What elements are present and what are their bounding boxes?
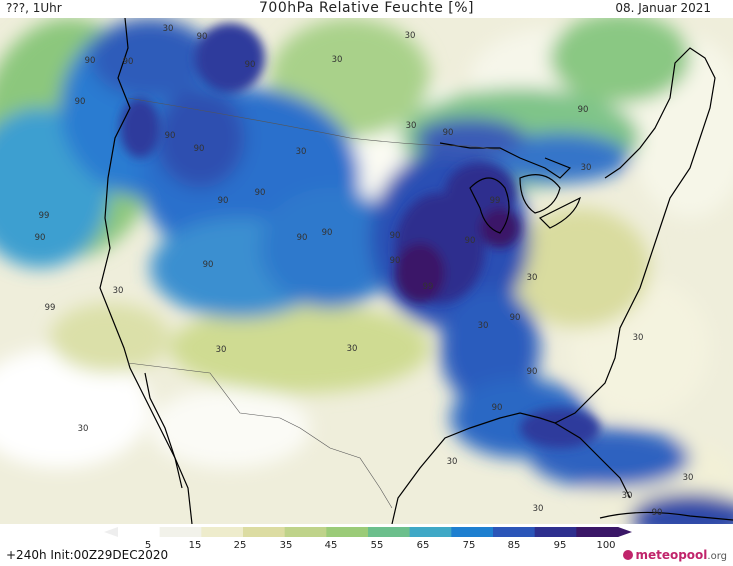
map-title: 700hPa Relative Feuchte [%] [259,0,474,16]
contour-label: 90 [165,131,176,141]
contour-label: 90 [203,260,214,270]
contour-label: 90 [390,231,401,241]
contour-label: 90 [123,57,134,67]
contour-label: 30 [296,147,307,157]
contour-label: 90 [297,233,308,243]
colorbar-swatch [576,527,619,537]
contour-label: 99 [490,196,501,206]
colorbar-swatch [534,527,577,537]
coastlines [99,18,733,524]
colorbar-swatch [118,527,161,537]
contour-label: 90 [197,32,208,42]
colorbar-tick-label: 85 [508,540,521,548]
contour-label: 30 [332,55,343,65]
colorbar-tick-label: 100 [596,540,615,548]
colorbar-low-arrow [104,527,118,537]
contour-label: 90 [194,144,205,154]
contour-label: 30 [478,321,489,331]
colorbar-tick-label: 75 [463,540,476,548]
colorbar-swatch [451,527,494,537]
colorbar: 5 15 25 35 45 55 65 75 85 95 100 [104,527,632,548]
contour-label: 90 [255,188,266,198]
colorbar-swatch [368,527,411,537]
humidity-field [0,18,733,524]
contour-label: 90 [492,403,503,413]
contour-label: 90 [245,60,256,70]
contour-label: 90 [35,233,46,243]
contour-label: 30 [533,504,544,514]
contour-label: 90 [390,256,401,266]
contour-label: 30 [447,457,458,467]
colorbar-tick-label: 5 [145,540,151,548]
contour-label: 90 [322,228,333,238]
colorbar-tick-label: 45 [325,540,338,548]
contour-label: 30 [622,491,633,501]
contour-label: 99 [39,211,50,221]
contour-label: 90 [443,128,454,138]
contour-label: 90 [465,236,476,246]
contour-label: 30 [78,424,89,434]
political-borders [127,97,501,509]
colorbar-swatch [243,527,286,537]
contour-label: 30 [405,31,416,41]
contour-label: 99 [423,282,434,292]
contour-label: 90 [578,105,589,115]
contour-label: 30 [527,273,538,283]
colorbar-tick-label: 25 [234,540,247,548]
contour-labels: 30 90 90 90 90 30 30 90 90 90 90 30 90 90 90 99 90 90 90 90… [35,24,694,518]
colorbar-swatch [159,527,202,537]
map-header: ???, 1Uhr 700hPa Relative Feuchte [%] 08… [0,0,733,18]
colorbar-swatch [201,527,244,537]
colorbar-swatch [326,527,369,537]
colorbar-swatch [284,527,327,537]
contour-label: 90 [652,508,663,518]
contour-label: 30 [581,163,592,173]
colorbar-tick-label: 55 [371,540,384,548]
colorbar-tick-label: 35 [280,540,293,548]
contour-label: 90 [75,97,86,107]
contour-label: 30 [633,333,644,343]
contour-label: 90 [527,367,538,377]
contour-label: 90 [85,56,96,66]
contour-label: 30 [406,121,417,131]
contour-label: 30 [113,286,124,296]
logo-icon [623,550,634,560]
contour-label: 30 [163,24,174,34]
contour-label: 99 [45,303,56,313]
contour-label: 30 [347,344,358,354]
contour-label: 90 [218,196,229,206]
colorbar-tick-label: 95 [554,540,567,548]
contour-label: 30 [683,473,694,483]
contour-label: 30 [216,345,227,355]
colorbar-high-arrow [618,527,632,537]
meteopool-logo[interactable]: meteopool.org [623,548,727,562]
colorbar-tick-label: 15 [189,540,202,548]
colorbar-tick-label: 65 [417,540,430,548]
humidity-map: 30 90 90 90 90 30 30 90 90 90 90 30 90 90 90 99 90 90 90 90… [0,18,733,524]
valid-time-label: ???, 1Uhr [6,1,62,15]
valid-date-label: 08. Januar 2021 [615,1,711,15]
colorbar-swatch [409,527,452,537]
contour-label: 90 [510,313,521,323]
forecast-init-label: +240h Init:00Z29DEC2020 [6,548,169,562]
colorbar-swatch [493,527,536,537]
